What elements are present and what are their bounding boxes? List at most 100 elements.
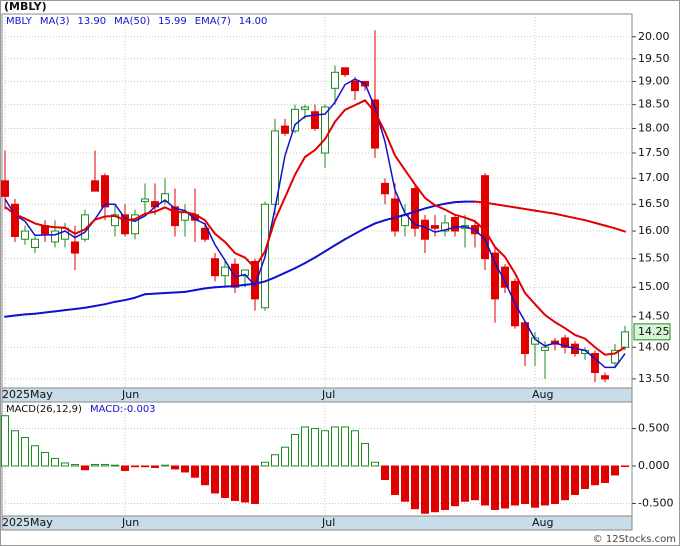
candle-body [71,241,79,254]
candle-body [221,266,229,277]
macd-bar [21,436,29,467]
macd-bar [341,426,349,467]
ma-line-segment [144,292,156,296]
ma-line-segment [194,287,206,292]
macd-bar [71,463,79,467]
ma-line-segment [574,217,586,222]
macd-bar [421,465,429,514]
ma-line-segment [424,204,436,210]
candle-body [111,214,119,227]
candle-body [101,175,109,208]
candle-body [351,80,359,92]
macd-bar [141,465,149,468]
chart-title: (MBLY) [4,0,47,13]
x-tick-label: 2025May [2,516,53,529]
ma-line-segment [594,221,606,227]
ma-line-segment [614,227,626,233]
ma-line-segment [104,300,116,306]
legend-entry: MA(3) [40,16,70,27]
ma-line-segment [564,214,576,220]
macd-bar [181,465,189,473]
ma-line-segment [124,296,136,302]
candle-body [561,337,569,348]
candle-body [451,217,459,232]
macd-value: -0.003 [123,404,155,415]
macd-bar [241,465,249,503]
x-tick-label: Jun [121,516,139,529]
ma-line-segment [264,276,276,283]
ma-line-segment [64,307,76,312]
legend-entry: MA(50) [114,16,150,27]
candle-body [371,99,379,149]
macd-bar [401,465,409,502]
candle-body [31,238,39,248]
ma-line-segment [374,219,386,225]
ma-line-segment [314,250,326,259]
macd-bar [61,462,69,467]
candle-body [411,188,419,229]
ma-line-segment [84,304,96,309]
x-tick-label: 2025May [2,388,53,401]
ma-line-segment [4,314,16,318]
candle-body [421,219,429,240]
y-tick-label: 16.50 [638,197,670,210]
macd-bar [151,465,159,468]
ma-line-segment [304,256,316,265]
ma-line-segment [604,224,616,230]
candle-body [241,269,249,277]
ma-line-segment [164,291,176,295]
candle-body [131,214,139,235]
candle-body [491,252,499,300]
y-tick-label: 18.50 [638,98,670,111]
candle-body [91,180,99,192]
x-tick-label: Jul [321,516,335,529]
macd-bar [321,430,329,467]
macd-bar [511,465,519,506]
macd-bar [351,430,359,467]
candle-body [611,349,619,364]
macd-bar [491,465,499,510]
ma-line-segment [214,285,226,289]
ma-line-segment [344,232,356,241]
x-tick-label: Jun [121,388,139,401]
ma-line [4,78,626,369]
macd-bar [451,465,459,507]
y-tick-label: 16.00 [638,224,670,237]
candle-body [201,227,209,240]
y-tick-label: 17.00 [638,171,670,184]
last-price-label: 14.25 [638,325,670,338]
macd-bar [601,465,609,483]
macd-bar [471,465,479,501]
macd-bar [481,465,489,506]
ma-line-segment [324,244,336,253]
ma-line-segment [444,201,456,205]
candle-body [1,180,9,197]
macd-bar [521,465,529,504]
ma-line-segment [454,200,466,204]
ma-line-segment [294,262,306,270]
ma-line-segment [354,227,366,235]
ma-line [4,99,626,356]
ma-line-segment [114,299,126,303]
macd-bar [431,465,439,513]
candle-body [161,193,169,203]
ma-line-segment [274,271,286,279]
y-tick-label: 0.500 [638,421,670,434]
macd-bar [31,445,39,467]
ma-line-segment [534,209,546,214]
ma-line-segment [74,306,86,310]
macd-bar [581,465,589,489]
ma-line-segment [24,312,36,316]
ma-line-segment [174,290,186,294]
y-tick-label: 14.00 [638,340,670,353]
candle-body [211,258,219,277]
macd-bar [281,446,289,467]
macd-bar [301,426,309,467]
macd-bar [461,465,469,502]
macd-bar [111,464,119,467]
candle-body [121,214,129,235]
date-strip [1,515,633,531]
ma-line-segment [544,211,556,215]
ma-line-segment [404,210,416,216]
